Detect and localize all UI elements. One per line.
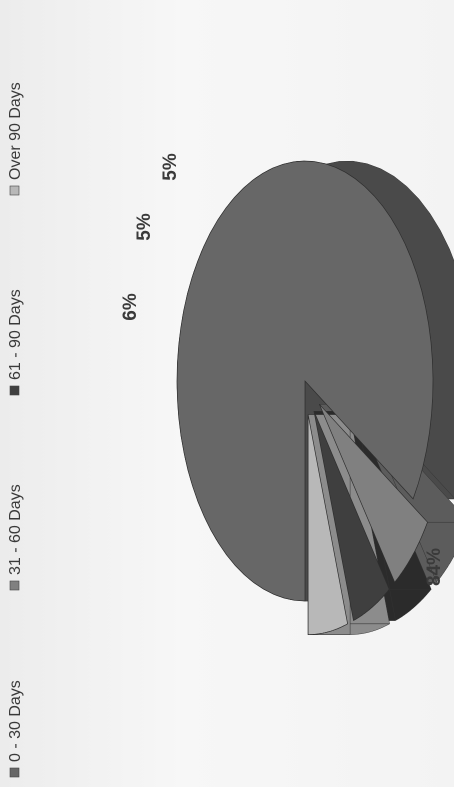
data-label-over-90-days: 5% [160,153,181,181]
legend-swatch-over-90-days [9,185,20,196]
legend: 0 - 30 Days 31 - 60 Days 61 - 90 Days Over … [7,82,24,778]
legend-label-over-90-days: Over 90 Days [7,82,24,180]
pie-slice-61-90-days [313,411,390,622]
legend-label-31-60-days: 31 - 60 Days [7,484,24,575]
legend-swatch-31-60-days [9,580,20,591]
legend-swatch-61-90-days [9,385,20,396]
legend-swatch-0-30-days [9,767,20,778]
legend-label-61-90-days: 61 - 90 Days [7,289,24,380]
legend-label-0-30-days: 0 - 30 Days [7,680,24,762]
data-label-0-30-days: 84% [424,548,445,586]
pie-slices [176,160,454,635]
data-label-31-60-days: 6% [120,293,141,321]
pie-slice-31-60-days [319,404,428,583]
data-label-61-90-days: 5% [134,213,155,241]
pie-slice-0-30-days [176,160,434,602]
pie-slice-over-90-days [307,414,348,635]
data-labels: 84% 6% 5% 5% [120,153,445,586]
